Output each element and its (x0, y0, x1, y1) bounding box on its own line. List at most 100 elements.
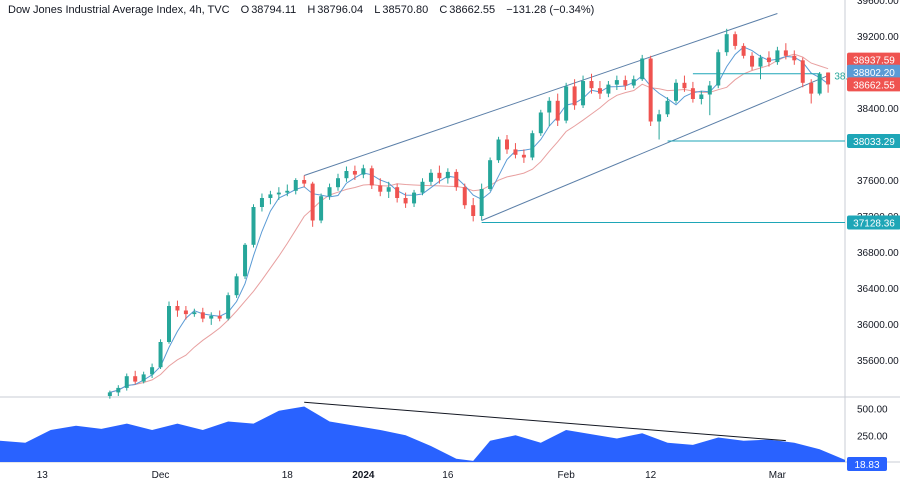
candle-body (454, 171, 459, 188)
candle-body (606, 84, 611, 94)
candle (209, 312, 214, 325)
candle-body (513, 149, 518, 155)
candle (521, 149, 526, 163)
oscillator-area (0, 406, 845, 462)
time-tick-label: Dec (152, 470, 170, 481)
candle (505, 135, 509, 154)
candle-body (826, 72, 831, 85)
candle-body (192, 312, 197, 315)
candle (268, 190, 273, 205)
candle-body (158, 342, 163, 368)
candle (336, 173, 340, 191)
price-tag: 37128.36 (847, 215, 900, 229)
candle (234, 273, 239, 298)
candle-body (209, 315, 214, 319)
close-value: 38662.55 (449, 4, 496, 16)
candle (217, 310, 222, 322)
candle (665, 97, 670, 117)
candle-body (107, 392, 112, 396)
candle-body (369, 168, 374, 186)
candle-body (800, 60, 805, 83)
candle (412, 189, 417, 207)
candle (750, 52, 755, 71)
candle (606, 81, 611, 98)
candle (420, 178, 425, 196)
candle-body (496, 139, 501, 161)
price-tick-label: 36000.00 (857, 320, 899, 331)
candle-body (614, 80, 619, 85)
candle-body (690, 88, 695, 99)
low-value: 38570.80 (382, 4, 429, 16)
time-tick-label: 13 (37, 470, 49, 481)
candle-body (141, 374, 146, 382)
osc-tick-label: 500.00 (857, 405, 888, 416)
candle-body (631, 79, 636, 86)
candle (302, 175, 307, 188)
candle-body (724, 34, 729, 53)
candle-body (336, 178, 340, 188)
candle-body (572, 86, 577, 106)
high-value: 38796.04 (317, 4, 364, 16)
candle (462, 183, 467, 209)
candle (276, 187, 281, 200)
price-tag-value: 38802.20 (853, 68, 895, 79)
candle (640, 54, 645, 81)
low-label: L (374, 4, 381, 16)
oscillator-tag-bg (847, 457, 887, 471)
candle (800, 57, 805, 88)
candle (378, 178, 383, 197)
candle (428, 169, 433, 186)
candle (116, 385, 121, 396)
time-tick-label: 2024 (352, 470, 375, 481)
candle-body (327, 187, 332, 197)
candle-body (344, 171, 349, 179)
candle (133, 370, 138, 385)
candle-body (276, 192, 281, 195)
candle (766, 51, 771, 67)
price-tag-bg (847, 77, 900, 92)
price-tick-label: 39600.00 (857, 0, 899, 7)
price-tick-label: 37600.00 (857, 176, 899, 187)
candle-body (648, 58, 653, 122)
candle-body (758, 57, 763, 67)
candle (344, 166, 349, 182)
price-tag-value: 37128.36 (853, 218, 895, 229)
candle (564, 82, 569, 124)
candle (572, 79, 577, 110)
candle-body (597, 88, 602, 94)
candle-body (783, 50, 788, 56)
candle (674, 79, 678, 104)
candle-body (674, 82, 678, 101)
close-label: C (439, 4, 448, 16)
price-tick-label: 36400.00 (857, 284, 899, 295)
candle (699, 90, 704, 105)
time-tick-label: 18 (282, 470, 294, 481)
candle (293, 178, 298, 195)
candle (826, 72, 831, 93)
candle-body (581, 81, 586, 106)
candle (741, 43, 746, 59)
candle (183, 306, 188, 320)
candle-body (589, 81, 594, 89)
open-label: O (240, 4, 250, 16)
candle-body (538, 112, 543, 134)
candle-body (420, 181, 425, 193)
candle (243, 243, 248, 279)
candle (614, 75, 619, 90)
price-tag: 38662.55 (847, 77, 900, 91)
candle-body (699, 94, 704, 99)
candle (792, 50, 797, 65)
candle (809, 79, 814, 104)
time-tick-label: Feb (558, 470, 576, 481)
candle-body (319, 196, 324, 221)
high-label: H (307, 4, 316, 16)
price-tag: 38802.20 (847, 64, 900, 79)
price-tag: 38937.59 (847, 52, 900, 67)
candle (259, 193, 264, 212)
candle-body (750, 55, 755, 67)
candle-body (378, 185, 383, 192)
candle-body (657, 114, 662, 122)
candle (623, 75, 628, 90)
candle (158, 339, 163, 369)
